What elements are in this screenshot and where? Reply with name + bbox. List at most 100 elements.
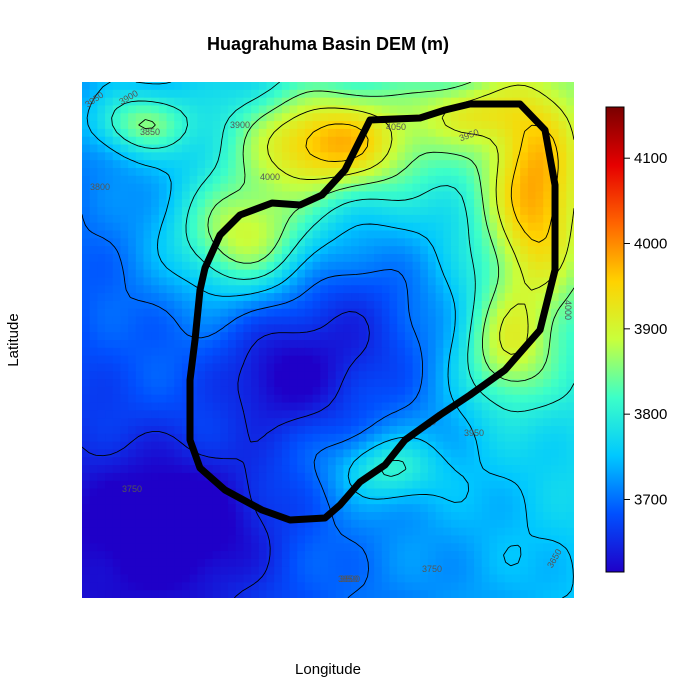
dem-cell	[543, 246, 552, 255]
dem-cell	[443, 558, 452, 568]
dem-cell	[527, 300, 537, 310]
dem-cell	[366, 371, 375, 380]
dem-cell	[504, 340, 513, 349]
dem-cell	[212, 535, 221, 544]
dem-cell	[281, 371, 291, 380]
dem-cell	[527, 316, 537, 325]
dem-cell	[174, 433, 183, 443]
dem-cell	[458, 191, 467, 200]
dem-cell	[220, 160, 229, 169]
dem-cell	[228, 590, 237, 598]
dem-cell	[274, 519, 283, 529]
dem-cell	[466, 441, 475, 450]
dem-cell	[520, 293, 529, 302]
dem-cell	[128, 277, 137, 286]
dem-cell	[343, 136, 352, 146]
dem-cell	[527, 355, 537, 364]
dem-cell	[351, 316, 360, 325]
dem-cell	[128, 394, 137, 404]
dem-cell	[543, 332, 552, 341]
dem-cell	[128, 402, 137, 411]
dem-cell	[451, 386, 460, 396]
dem-cell	[535, 386, 544, 396]
dem-cell	[174, 457, 183, 466]
dem-cell	[374, 191, 383, 200]
dem-cell	[128, 355, 137, 364]
dem-cell	[289, 214, 298, 224]
dem-cell	[112, 300, 121, 310]
dem-cell	[228, 472, 237, 482]
dem-cell	[481, 207, 490, 216]
dem-cell	[197, 566, 206, 576]
dem-cell	[527, 97, 537, 106]
dem-cell	[443, 144, 452, 153]
dem-cell	[112, 160, 121, 169]
dem-cell	[451, 144, 460, 153]
dem-cell	[458, 199, 467, 208]
dem-cell	[343, 121, 352, 130]
dem-cell	[427, 355, 437, 364]
dem-cell	[397, 512, 406, 521]
dem-cell	[489, 340, 498, 349]
dem-cell	[174, 332, 183, 341]
dem-cell	[366, 261, 375, 271]
dem-cell	[489, 426, 498, 435]
dem-cell	[89, 89, 98, 99]
dem-cell	[243, 230, 252, 239]
dem-cell	[351, 527, 360, 536]
dem-cell	[435, 269, 444, 278]
dem-cell	[297, 535, 306, 544]
dem-cell	[312, 222, 321, 232]
dem-cell	[235, 285, 244, 294]
dem-cell	[312, 121, 321, 130]
dem-cell	[151, 214, 160, 224]
dem-cell	[289, 496, 298, 505]
dem-cell	[381, 480, 390, 490]
dem-cell	[404, 152, 414, 161]
dem-cell	[335, 574, 344, 583]
dem-cell	[566, 582, 574, 591]
dem-cell	[374, 402, 383, 411]
dem-cell	[120, 355, 129, 364]
dem-cell	[312, 246, 321, 255]
dem-cell	[120, 527, 129, 536]
dem-cell	[535, 277, 544, 286]
dem-cell	[274, 191, 283, 200]
dem-cell	[389, 238, 398, 247]
dem-cell	[527, 105, 537, 114]
dem-cell	[328, 363, 337, 372]
dem-cell	[397, 300, 406, 310]
dem-cell	[474, 308, 483, 318]
dem-cell	[404, 269, 414, 278]
dem-cell	[512, 222, 521, 232]
dem-cell	[358, 324, 367, 333]
dem-cell	[174, 160, 183, 169]
dem-cell	[205, 238, 214, 247]
dem-cell	[566, 254, 574, 263]
dem-cell	[427, 504, 437, 513]
dem-cell	[366, 535, 375, 544]
dem-cell	[412, 496, 421, 505]
dem-cell	[174, 269, 183, 278]
dem-cell	[535, 308, 544, 318]
dem-cell	[205, 191, 214, 200]
dem-cell	[520, 410, 529, 419]
dem-cell	[474, 465, 483, 474]
dem-cell	[527, 324, 537, 333]
dem-cell	[481, 183, 490, 192]
dem-cell	[466, 363, 475, 372]
dem-cell	[374, 238, 383, 247]
dem-cell	[435, 433, 444, 443]
dem-cell	[274, 152, 283, 161]
dem-cell	[497, 426, 506, 435]
dem-cell	[135, 152, 144, 161]
dem-cell	[335, 105, 344, 114]
dem-cell	[320, 535, 329, 544]
dem-cell	[420, 558, 429, 568]
dem-cell	[381, 519, 390, 529]
dem-cell	[304, 332, 314, 341]
dem-cell	[151, 293, 160, 302]
dem-cell	[151, 535, 160, 544]
dem-cell	[274, 394, 283, 404]
dem-cell	[166, 324, 175, 333]
